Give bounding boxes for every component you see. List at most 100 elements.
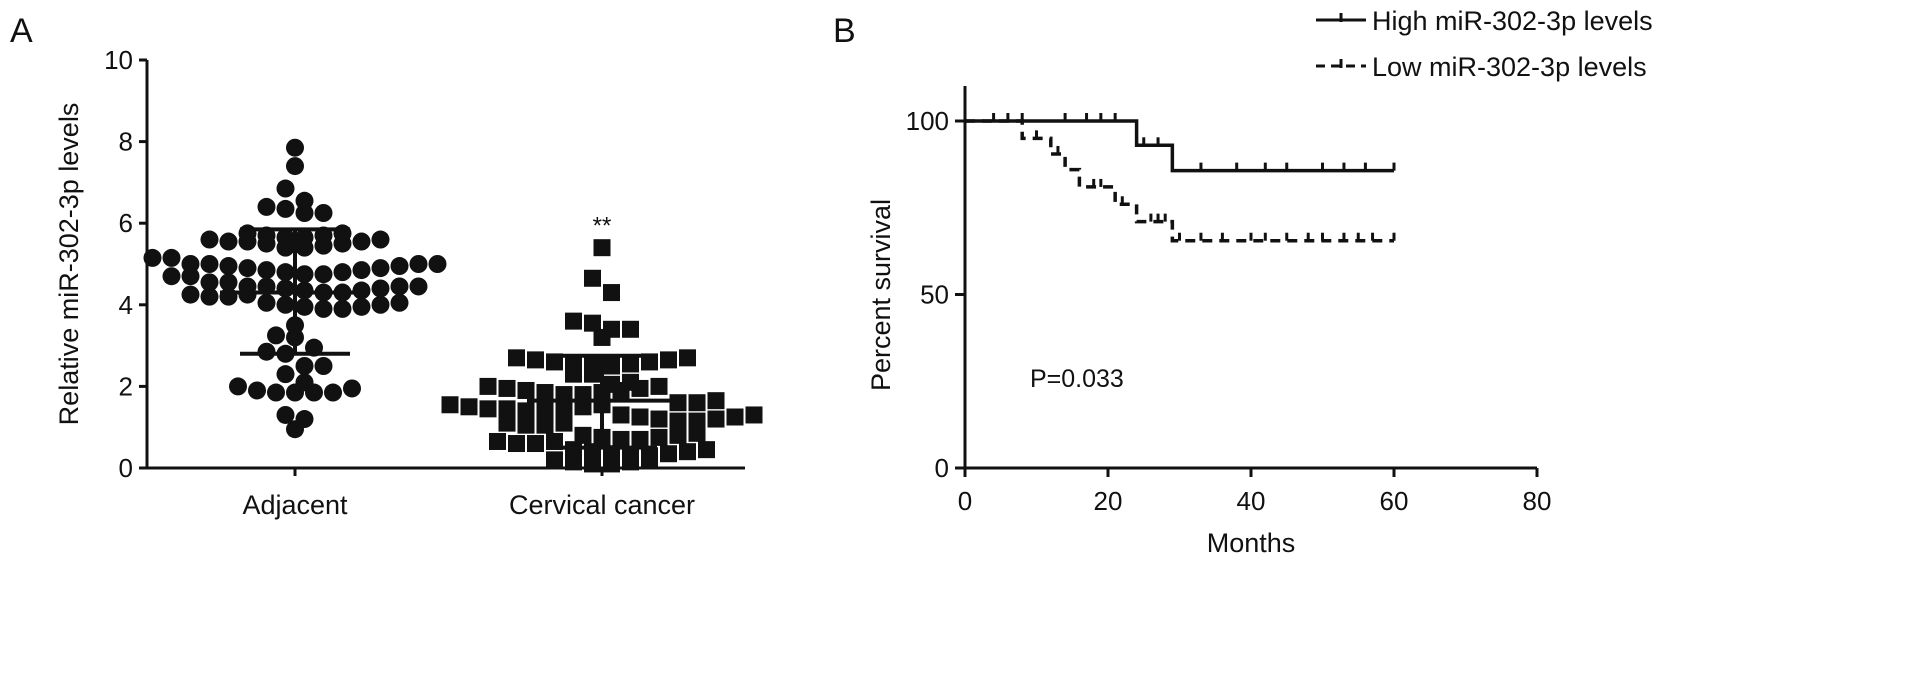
data-point-cervical [603, 357, 620, 375]
data-point-adjacent [295, 357, 314, 375]
data-point-cervical [745, 406, 763, 424]
data-point-adjacent [143, 248, 162, 267]
data-point-adjacent [286, 157, 304, 176]
data-point-adjacent [267, 326, 285, 345]
data-point-adjacent [295, 373, 314, 392]
y-axis-label-b: Percent survival [866, 199, 896, 391]
data-point-adjacent [409, 277, 428, 296]
data-point-adjacent [409, 255, 428, 273]
data-point-adjacent [219, 257, 238, 276]
data-point-cervical [536, 416, 554, 434]
data-point-adjacent [352, 297, 371, 316]
data-point-adjacent [162, 248, 181, 267]
data-point-adjacent [314, 299, 333, 318]
legend-label-low: Low miR-302-3p levels [1372, 52, 1647, 82]
y-tick-label: 2 [119, 371, 133, 401]
y-axis-label-a: Relative miR-302-3p levels [54, 103, 84, 426]
data-point-cervical [536, 402, 554, 420]
data-point-adjacent [276, 179, 295, 198]
data-point-adjacent [390, 277, 409, 296]
data-point-cervical [508, 349, 525, 367]
y-tick-label: 0 [935, 453, 949, 483]
significance-annotation: ** [593, 213, 612, 240]
y-tick-label: 8 [119, 127, 133, 157]
data-point-cervical [669, 412, 687, 430]
data-point-adjacent [257, 261, 276, 280]
data-point-cervical [479, 377, 497, 395]
points-a [143, 138, 763, 473]
data-point-adjacent [238, 259, 257, 278]
data-point-adjacent [276, 365, 295, 384]
data-point-cervical [536, 384, 554, 402]
data-point-cervical [555, 414, 573, 432]
data-point-cervical [498, 414, 516, 432]
data-point-cervical [489, 432, 506, 450]
data-point-adjacent [333, 224, 352, 243]
data-point-cervical [631, 430, 649, 448]
data-point-cervical [441, 396, 459, 414]
data-point-cervical [574, 426, 592, 444]
data-point-adjacent [286, 138, 304, 157]
y-tick-label: 6 [119, 208, 133, 238]
data-point-cervical [565, 355, 582, 373]
data-point-adjacent [248, 381, 266, 400]
data-point-cervical [612, 406, 630, 424]
data-point-cervical [726, 408, 744, 426]
data-point-cervical [527, 435, 544, 453]
y-tick-label: 50 [920, 280, 949, 310]
data-point-cervical [669, 394, 687, 412]
data-point-cervical [584, 269, 601, 287]
data-point-adjacent [295, 191, 314, 210]
data-point-cervical [650, 428, 668, 446]
data-point-cervical [679, 349, 696, 367]
data-point-adjacent [276, 228, 295, 247]
x-tick-label: 40 [1237, 486, 1266, 516]
data-point-adjacent [295, 265, 314, 284]
data-point-adjacent [219, 273, 238, 292]
data-point-adjacent [352, 281, 371, 300]
data-point-adjacent [257, 342, 276, 361]
data-point-adjacent [276, 295, 295, 314]
data-point-cervical [584, 357, 601, 375]
data-point-adjacent [276, 279, 295, 298]
data-point-cervical [584, 314, 601, 332]
data-point-cervical [498, 379, 516, 397]
panel-a-dot-plot: A Relative miR-302-3p levels 0 2 4 6 8 10 Adja… [10, 12, 763, 520]
data-point-cervical [631, 408, 649, 426]
data-point-adjacent [276, 405, 295, 424]
data-point-cervical [555, 400, 573, 418]
data-point-adjacent [257, 197, 276, 216]
x-tick-label: 0 [958, 486, 972, 516]
x-tick-label: 60 [1380, 486, 1409, 516]
data-point-adjacent [181, 255, 200, 273]
data-point-adjacent [200, 273, 219, 292]
axes-a: 0 2 4 6 8 10 Adjacent Cervical cancer [104, 45, 745, 520]
legend: High miR-302-3p levels Low miR-302-3p le… [1316, 6, 1653, 82]
data-point-cervical [593, 239, 611, 257]
data-point-adjacent [314, 204, 333, 222]
data-point-adjacent [314, 265, 333, 284]
data-point-cervical [565, 441, 582, 459]
data-point-cervical [517, 416, 535, 434]
data-point-cervical [650, 377, 668, 395]
data-point-adjacent [371, 295, 390, 314]
data-point-adjacent [390, 293, 409, 312]
data-point-adjacent [371, 259, 390, 278]
data-point-adjacent [371, 279, 390, 298]
x-tick-label: Cervical cancer [509, 490, 695, 520]
panel-label-b: B [833, 12, 856, 50]
data-point-adjacent [181, 285, 200, 304]
data-point-cervical [698, 441, 715, 459]
data-point-cervical [612, 430, 630, 448]
x-tick-label: Adjacent [242, 490, 348, 520]
x-tick-label: 20 [1094, 486, 1123, 516]
x-tick-label: 80 [1523, 486, 1552, 516]
data-point-cervical [622, 373, 639, 391]
y-tick-label: 10 [104, 45, 133, 75]
data-point-cervical [546, 451, 563, 469]
data-point-adjacent [295, 297, 314, 316]
data-point-cervical [669, 426, 687, 444]
data-point-cervical [517, 402, 535, 420]
survival-curves [965, 113, 1396, 243]
